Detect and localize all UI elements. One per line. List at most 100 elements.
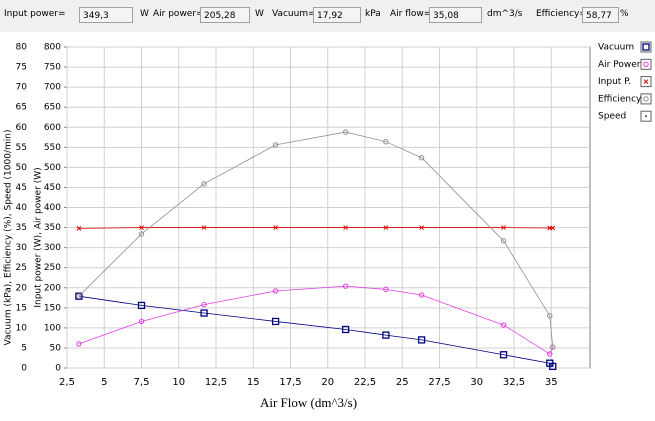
y2-axis-title: Input power (W), Air power (W) bbox=[34, 167, 44, 307]
legend-label: Air Power bbox=[598, 60, 641, 70]
field-value: 205,28 bbox=[200, 7, 250, 23]
x-axis-title: Air Flow (dm^3/s) bbox=[260, 395, 357, 410]
data-point bbox=[643, 61, 649, 67]
data-point bbox=[139, 225, 144, 230]
data-point bbox=[272, 288, 279, 294]
data-point bbox=[547, 313, 553, 319]
y2-tick-label: 700 bbox=[44, 83, 61, 93]
data-point bbox=[500, 322, 507, 328]
x-tick-label: 12,5 bbox=[205, 377, 227, 388]
x-tick-label: 7,5 bbox=[134, 377, 150, 388]
y2-tick-label: 200 bbox=[44, 283, 61, 293]
data-point bbox=[643, 79, 649, 84]
data-point bbox=[418, 155, 425, 161]
data-point bbox=[201, 301, 207, 308]
field-label: Air flow= bbox=[390, 9, 432, 19]
legend-swatch bbox=[640, 93, 652, 105]
y2-tick-label: 100 bbox=[44, 323, 61, 333]
series-line bbox=[78, 285, 554, 355]
y2-tick-label: 300 bbox=[44, 243, 61, 253]
y2-tick-label: 50 bbox=[50, 343, 62, 353]
y-tick-label: 15 bbox=[16, 303, 27, 313]
field-value: 35,08 bbox=[429, 7, 482, 23]
data-point bbox=[547, 351, 553, 357]
legend-label: Input P. bbox=[598, 77, 631, 87]
data-point bbox=[642, 43, 650, 51]
data-point bbox=[76, 293, 82, 299]
y2-tick-label: 450 bbox=[44, 183, 61, 193]
field-value: 58,77 bbox=[582, 7, 619, 23]
y-tick-label: 10 bbox=[16, 323, 28, 333]
y2-tick-label: 550 bbox=[44, 143, 61, 153]
chart: 0510152025303540455055606570758005010015… bbox=[4, 41, 652, 410]
y2-tick-label: 150 bbox=[44, 303, 61, 313]
data-point bbox=[342, 129, 349, 135]
y2-tick-label: 0 bbox=[55, 364, 61, 374]
data-point bbox=[343, 225, 348, 230]
x-tick-label: 32,5 bbox=[503, 377, 525, 388]
data-point bbox=[419, 225, 424, 230]
x-tick-label: 30 bbox=[470, 377, 483, 388]
x-tick-label: 15 bbox=[247, 377, 260, 388]
legend-label: Vacuum bbox=[598, 43, 634, 53]
y-tick-label: 50 bbox=[16, 163, 28, 173]
y-tick-label: 70 bbox=[16, 83, 28, 93]
legend-label: Speed bbox=[598, 112, 626, 122]
field-unit: W bbox=[255, 9, 264, 19]
data-point bbox=[383, 138, 389, 145]
legend-swatch bbox=[640, 41, 652, 53]
data-point bbox=[137, 301, 146, 310]
data-point bbox=[341, 325, 350, 334]
y-tick-label: 25 bbox=[16, 263, 27, 273]
data-point bbox=[273, 225, 278, 230]
data-point bbox=[382, 331, 390, 339]
data-point bbox=[75, 292, 83, 300]
x-tick-label: 2,5 bbox=[59, 377, 75, 388]
legend-label: Efficiency bbox=[598, 94, 642, 104]
series-line bbox=[78, 227, 553, 229]
data-point bbox=[76, 341, 82, 347]
y2-tick-label: 350 bbox=[44, 223, 61, 233]
y2-tick-label: 250 bbox=[44, 263, 61, 273]
y-tick-label: 80 bbox=[16, 43, 28, 53]
x-tick-label: 25 bbox=[396, 377, 409, 388]
field-value: 17,92 bbox=[313, 7, 361, 23]
y-tick-label: 40 bbox=[16, 203, 28, 213]
y2-tick-label: 600 bbox=[44, 123, 61, 133]
data-point bbox=[549, 362, 557, 371]
data-point bbox=[383, 286, 389, 293]
y-tick-label: 55 bbox=[16, 143, 27, 153]
data-point bbox=[499, 351, 508, 359]
field-unit: kPa bbox=[365, 9, 381, 19]
y-tick-label: 75 bbox=[16, 63, 27, 73]
field-label: Air power= bbox=[153, 9, 204, 19]
field-label: Vacuum= bbox=[272, 9, 316, 19]
data-point bbox=[383, 225, 389, 230]
field-unit: W bbox=[140, 9, 149, 19]
x-tick-label: 27,5 bbox=[428, 377, 450, 388]
data-point bbox=[643, 96, 649, 102]
y-tick-label: 35 bbox=[16, 223, 27, 233]
series-line bbox=[78, 131, 554, 348]
data-point bbox=[76, 226, 82, 231]
y-tick-label: 45 bbox=[16, 183, 27, 193]
data-point bbox=[342, 283, 349, 289]
data-point bbox=[501, 225, 506, 230]
y-tick-label: 5 bbox=[21, 343, 27, 353]
y2-tick-label: 650 bbox=[44, 103, 61, 113]
readout-bar: Input power= 349,3 W Air power= 205,28 W Vacuu… bbox=[0, 0, 655, 32]
data-point bbox=[272, 142, 279, 148]
x-tick-label: 5 bbox=[101, 377, 107, 388]
data-point bbox=[201, 225, 207, 230]
data-point bbox=[200, 309, 208, 317]
data-point bbox=[271, 317, 280, 326]
x-tick-label: 20 bbox=[321, 377, 334, 388]
x-tick-label: 22,5 bbox=[354, 377, 376, 388]
data-point bbox=[417, 336, 426, 344]
data-point bbox=[418, 292, 425, 298]
y-axis-title: Vacuum (kPa), Efficiency (%), Speed (100… bbox=[4, 130, 14, 346]
field-unit: % bbox=[620, 9, 629, 19]
y-tick-label: 65 bbox=[16, 103, 27, 113]
field-value: 349,3 bbox=[79, 7, 133, 23]
